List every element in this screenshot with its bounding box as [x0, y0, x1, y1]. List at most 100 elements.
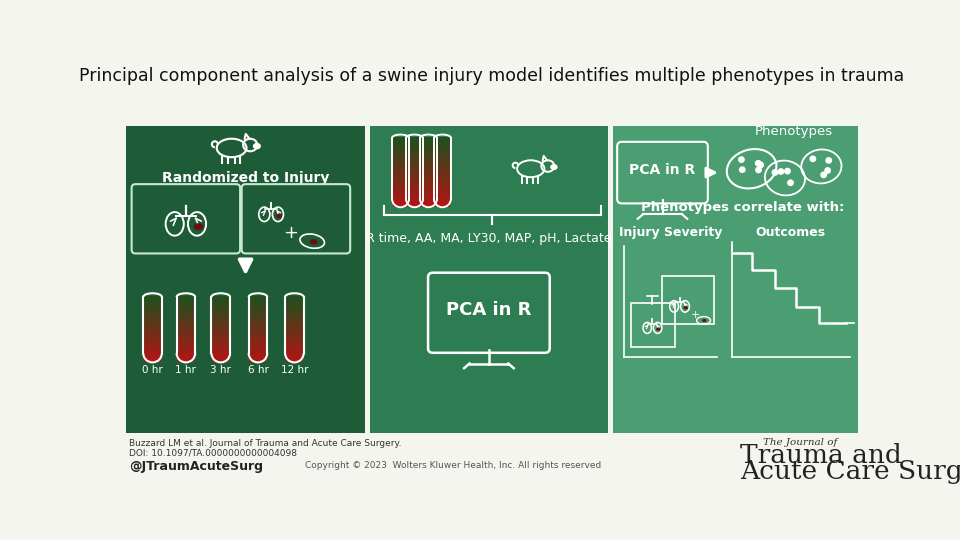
- Bar: [393, 186, 408, 187]
- Bar: [435, 176, 450, 177]
- Bar: [286, 296, 303, 298]
- Bar: [178, 340, 194, 342]
- Bar: [212, 354, 229, 356]
- Bar: [407, 192, 422, 193]
- Bar: [212, 361, 229, 362]
- Bar: [212, 357, 229, 359]
- Bar: [212, 304, 229, 306]
- Bar: [144, 356, 161, 358]
- Bar: [435, 194, 450, 195]
- Bar: [212, 302, 229, 303]
- Bar: [212, 345, 229, 347]
- Bar: [144, 302, 161, 303]
- Bar: [250, 345, 267, 347]
- Bar: [393, 189, 408, 191]
- Bar: [435, 156, 450, 158]
- Bar: [420, 176, 436, 177]
- Bar: [178, 309, 194, 311]
- Bar: [420, 158, 436, 160]
- Bar: [435, 166, 450, 168]
- Bar: [407, 164, 422, 166]
- Bar: [435, 142, 450, 144]
- Bar: [178, 345, 194, 347]
- Bar: [178, 325, 194, 326]
- Bar: [420, 193, 436, 194]
- Bar: [435, 148, 450, 151]
- Bar: [250, 321, 267, 323]
- Bar: [178, 359, 194, 360]
- Bar: [178, 333, 194, 335]
- Bar: [286, 357, 303, 359]
- Text: PCA in R: PCA in R: [446, 301, 532, 319]
- Bar: [178, 329, 194, 331]
- Bar: [420, 180, 436, 182]
- Text: Phenotypes correlate with:: Phenotypes correlate with:: [641, 201, 845, 214]
- Bar: [435, 178, 450, 179]
- Bar: [286, 305, 303, 307]
- Bar: [250, 360, 267, 361]
- Bar: [393, 140, 408, 143]
- Bar: [144, 333, 161, 335]
- Bar: [393, 145, 408, 147]
- Bar: [393, 196, 408, 198]
- Text: 6 hr: 6 hr: [248, 366, 269, 375]
- Bar: [250, 342, 267, 344]
- Bar: [420, 197, 436, 199]
- Bar: [178, 298, 194, 299]
- Bar: [250, 308, 267, 310]
- Bar: [435, 181, 450, 183]
- Bar: [178, 344, 194, 346]
- Text: Injury Severity: Injury Severity: [618, 226, 722, 239]
- Bar: [393, 194, 408, 195]
- Bar: [286, 342, 303, 344]
- Bar: [435, 144, 450, 146]
- Bar: [420, 143, 436, 145]
- Bar: [286, 336, 303, 339]
- Bar: [212, 342, 229, 344]
- Bar: [420, 157, 436, 159]
- Bar: [435, 187, 450, 189]
- Bar: [250, 302, 267, 303]
- Bar: [144, 317, 161, 319]
- Bar: [407, 179, 422, 181]
- Bar: [178, 355, 194, 357]
- Bar: [250, 336, 267, 339]
- Bar: [212, 300, 229, 301]
- Bar: [420, 153, 436, 156]
- Bar: [212, 316, 229, 318]
- Bar: [286, 349, 303, 352]
- Bar: [178, 313, 194, 314]
- Bar: [407, 196, 422, 198]
- Bar: [178, 346, 194, 348]
- Bar: [144, 353, 161, 355]
- Bar: [435, 154, 450, 157]
- Bar: [286, 339, 303, 341]
- Bar: [178, 342, 194, 344]
- Bar: [420, 165, 436, 167]
- Bar: [393, 176, 408, 177]
- Bar: [407, 138, 422, 140]
- Bar: [286, 317, 303, 319]
- Bar: [250, 300, 267, 301]
- Bar: [144, 314, 161, 315]
- Bar: [178, 330, 194, 332]
- Bar: [178, 323, 194, 325]
- Bar: [178, 319, 194, 321]
- Bar: [286, 326, 303, 327]
- Text: Acute Care Surgery®: Acute Care Surgery®: [740, 459, 960, 484]
- Bar: [144, 312, 161, 313]
- Bar: [212, 336, 229, 339]
- Bar: [286, 309, 303, 311]
- Bar: [393, 147, 408, 150]
- Bar: [144, 318, 161, 320]
- Bar: [393, 193, 408, 194]
- Bar: [420, 152, 436, 154]
- Bar: [144, 334, 161, 336]
- Bar: [250, 331, 267, 333]
- Bar: [250, 309, 267, 311]
- Bar: [212, 340, 229, 342]
- Bar: [144, 326, 161, 327]
- Bar: [407, 200, 422, 201]
- Bar: [144, 299, 161, 300]
- Bar: [435, 150, 450, 152]
